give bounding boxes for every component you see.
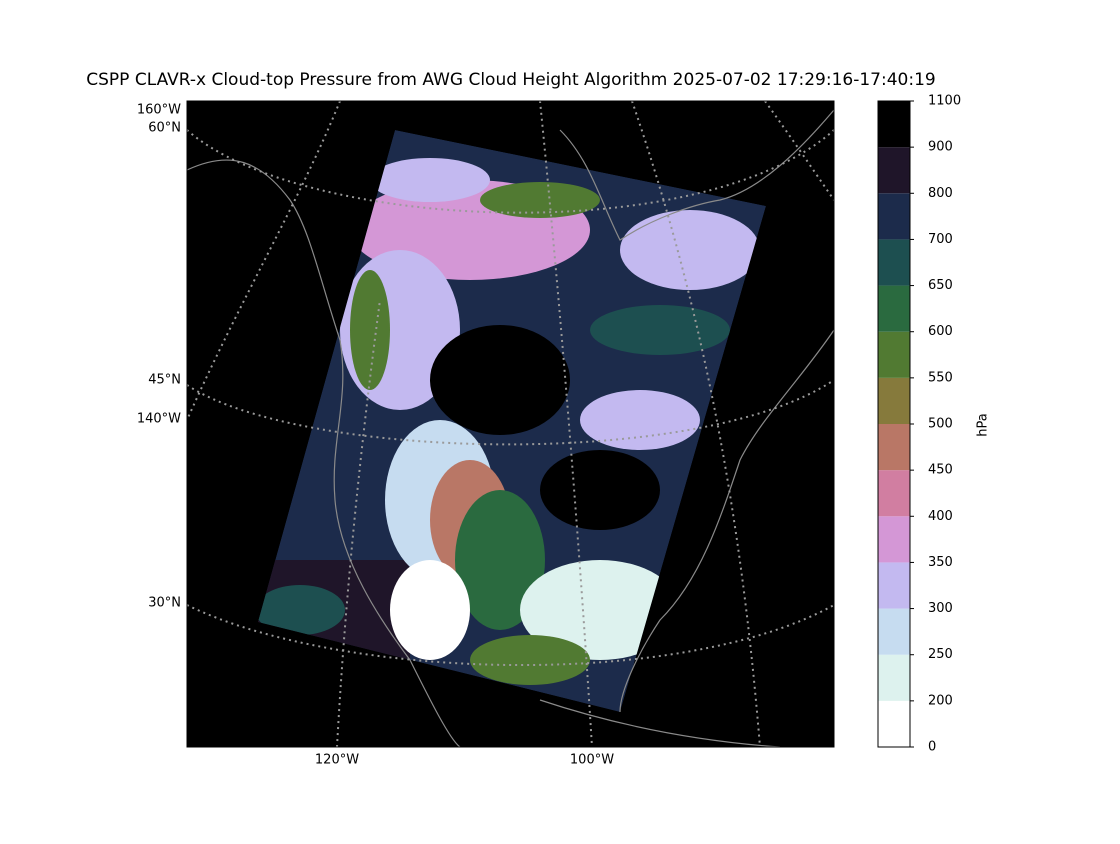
- lon-label: 120°W: [315, 753, 359, 768]
- colorbar-segment: [878, 239, 910, 286]
- colorbar-tick-label: 0: [928, 740, 936, 755]
- colorbar-segment: [878, 470, 910, 517]
- colorbar-tick-label: 550: [928, 370, 953, 385]
- colorbar-segment: [878, 331, 910, 378]
- colorbar-tick-label: 450: [928, 463, 953, 478]
- lat-label: 60°N: [148, 121, 181, 136]
- map: [187, 101, 834, 747]
- map-frame: [186, 100, 835, 748]
- colorbar-tick-label: 500: [928, 417, 953, 432]
- lon-label: 160°W: [137, 103, 181, 118]
- lat-label: 30°N: [148, 596, 181, 611]
- colorbar-tick-label: 1100: [928, 94, 961, 109]
- colorbar: 0 200 250 300 350 400 450 500 550 600 650 700 800 900…: [877, 94, 961, 755]
- colorbar-tick-label: 200: [928, 693, 953, 708]
- colorbar-segment: [878, 377, 910, 424]
- colorbar-segment: [878, 147, 910, 194]
- colorbar-segment: [878, 101, 910, 148]
- colorbar-segment: [878, 516, 910, 563]
- lat-label: 45°N: [148, 373, 181, 388]
- colorbar-segment: [878, 424, 910, 471]
- colorbar-tick-label: 650: [928, 278, 953, 293]
- colorbar-tick-label: 900: [928, 140, 953, 155]
- colorbar-tick-label: 600: [928, 324, 953, 339]
- colorbar-tick-label: 350: [928, 555, 953, 570]
- colorbar-segment: [878, 193, 910, 240]
- colorbar-tick-label: 700: [928, 232, 953, 247]
- colorbar-segment: [878, 608, 910, 655]
- colorbar-tick-label: 800: [928, 186, 953, 201]
- lon-label: 140°W: [137, 412, 181, 427]
- colorbar-tick-label: 250: [928, 647, 953, 662]
- colorbar-label: hPa: [976, 413, 991, 436]
- colorbar-segment: [878, 285, 910, 332]
- colorbar-segment: [878, 562, 910, 609]
- colorbar-tick-label: 400: [928, 509, 953, 524]
- colorbar-segment: [878, 654, 910, 701]
- colorbar-tick-label: 300: [928, 601, 953, 616]
- title: CSPP CLAVR-x Cloud-top Pressure from AWG…: [86, 70, 935, 90]
- lon-label: 100°W: [570, 753, 614, 768]
- colorbar-segment: [878, 700, 910, 747]
